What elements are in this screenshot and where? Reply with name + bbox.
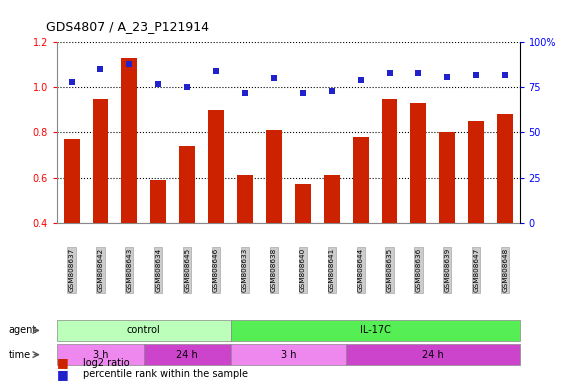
- Text: GSM808634: GSM808634: [155, 248, 161, 292]
- Text: GSM808648: GSM808648: [502, 248, 508, 292]
- Bar: [353, 137, 368, 223]
- Text: ■: ■: [57, 356, 69, 369]
- Text: GSM808633: GSM808633: [242, 248, 248, 292]
- Text: ■: ■: [57, 368, 69, 381]
- Text: GSM808635: GSM808635: [387, 248, 392, 292]
- Text: GSM808641: GSM808641: [329, 248, 335, 292]
- Text: GSM808638: GSM808638: [271, 248, 277, 292]
- Bar: [324, 175, 340, 223]
- Text: 3 h: 3 h: [93, 349, 108, 360]
- Bar: [122, 58, 137, 223]
- Text: GSM808647: GSM808647: [473, 248, 479, 292]
- Bar: [63, 139, 79, 223]
- Text: time: time: [9, 349, 31, 360]
- Text: GSM808637: GSM808637: [69, 248, 75, 292]
- Bar: [440, 132, 455, 223]
- Bar: [497, 114, 513, 223]
- Text: percentile rank within the sample: percentile rank within the sample: [83, 369, 248, 379]
- Bar: [295, 184, 311, 223]
- Text: GSM808645: GSM808645: [184, 248, 190, 292]
- Text: 3 h: 3 h: [280, 349, 296, 360]
- Text: GSM808644: GSM808644: [357, 248, 364, 292]
- Text: GSM808646: GSM808646: [213, 248, 219, 292]
- Text: control: control: [127, 325, 160, 336]
- Text: GSM808640: GSM808640: [300, 248, 306, 292]
- Bar: [237, 175, 253, 223]
- Bar: [93, 99, 108, 223]
- Text: 24 h: 24 h: [176, 349, 198, 360]
- Bar: [468, 121, 484, 223]
- Bar: [208, 110, 224, 223]
- Text: 24 h: 24 h: [422, 349, 444, 360]
- Text: log2 ratio: log2 ratio: [83, 358, 130, 368]
- Text: GSM808639: GSM808639: [444, 248, 451, 292]
- Bar: [411, 103, 427, 223]
- Text: IL-17C: IL-17C: [360, 325, 391, 336]
- Bar: [381, 99, 397, 223]
- Text: GSM808642: GSM808642: [98, 248, 103, 292]
- Text: agent: agent: [9, 325, 37, 336]
- Bar: [150, 180, 166, 223]
- Bar: [179, 146, 195, 223]
- Text: GSM808643: GSM808643: [126, 248, 132, 292]
- Text: GDS4807 / A_23_P121914: GDS4807 / A_23_P121914: [46, 20, 208, 33]
- Text: GSM808636: GSM808636: [416, 248, 421, 292]
- Bar: [266, 130, 282, 223]
